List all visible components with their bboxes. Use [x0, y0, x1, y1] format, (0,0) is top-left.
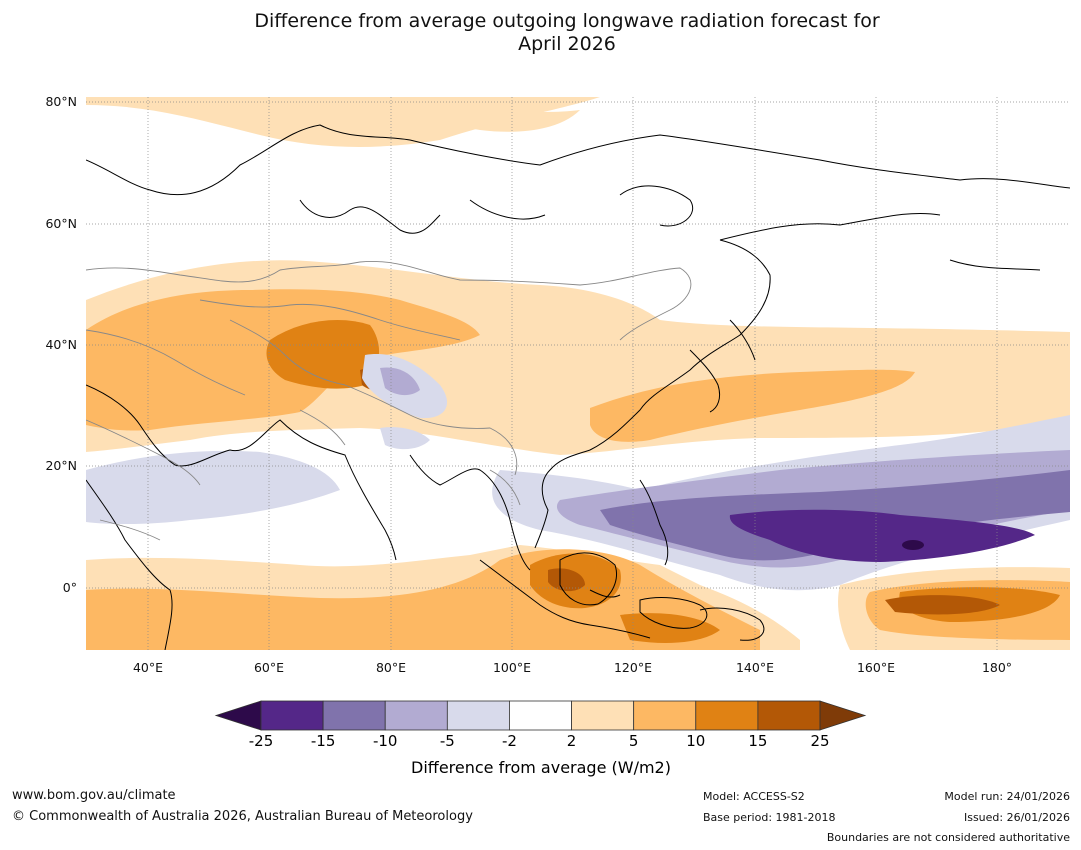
lat-label: 40°N — [45, 337, 77, 352]
colorbar-extend-low — [214, 700, 262, 731]
lon-label: 60°E — [253, 660, 285, 675]
footer-issued: Issued: 26/01/2026 — [963, 811, 1070, 824]
footer-model-run: Model run: 24/01/2026 — [944, 790, 1070, 803]
colorbar-tick-label: 10 — [686, 732, 706, 750]
colorbar-tick-label: 2 — [566, 732, 577, 750]
colorbar-tick-label: -2 — [501, 732, 517, 750]
colorbar-segment — [446, 700, 510, 731]
colorbar-tick-label: -5 — [439, 732, 455, 750]
colorbar-tick-label: -25 — [248, 732, 274, 750]
lon-label: 100°E — [492, 660, 531, 675]
footer-disclaimer: Boundaries are not considered authoritat… — [826, 831, 1070, 844]
colorbar-tick-label: -15 — [310, 732, 336, 750]
map-title: Difference from average outgoing longwav… — [0, 10, 1081, 56]
map-plot-area — [86, 97, 1070, 650]
lon-label: 120°E — [613, 660, 652, 675]
colorbar-segment — [571, 700, 635, 731]
footer-base-period: Base period: 1981-2018 — [703, 811, 836, 824]
lon-label: 140°E — [735, 660, 774, 675]
colorbar-segment — [757, 700, 821, 731]
footer-model: Model: ACCESS-S2 — [703, 790, 805, 803]
lon-label: 40°E — [132, 660, 164, 675]
title-line-2: April 2026 — [518, 33, 616, 55]
colorbar-title: Difference from average (W/m2) — [411, 758, 671, 777]
colorbar-extend-high — [819, 700, 867, 731]
lat-label: 80°N — [45, 94, 77, 109]
lon-label: 160°E — [856, 660, 895, 675]
colorbar-tick-label: 5 — [628, 732, 639, 750]
title-line-1: Difference from average outgoing longwav… — [254, 10, 880, 32]
colorbar-segment — [260, 700, 324, 731]
lat-label: 20°N — [45, 458, 77, 473]
colorbar-tick-label: -10 — [372, 732, 398, 750]
lon-label: 80°E — [375, 660, 407, 675]
coastlines — [86, 124, 1070, 650]
colorbar-tick-label: 25 — [810, 732, 830, 750]
colorbar-segment — [695, 700, 759, 731]
lat-label: 60°N — [45, 216, 77, 231]
footer-url[interactable]: www.bom.gov.au/climate — [12, 788, 176, 803]
colorbar-tick-label: 15 — [748, 732, 768, 750]
colorbar-segment — [509, 700, 572, 731]
colorbar-segment — [633, 700, 697, 731]
lat-label: 0° — [62, 580, 77, 595]
country-borders — [86, 260, 692, 541]
colorbar-segment — [384, 700, 448, 731]
footer-copyright: © Commonwealth of Australia 2026, Austra… — [12, 809, 473, 824]
colorbar-segment — [322, 700, 386, 731]
graticule — [86, 97, 1070, 650]
lon-label: 180° — [981, 660, 1013, 675]
anomaly-extreme-purple — [902, 540, 924, 550]
anomaly-dark-purple — [729, 509, 1035, 562]
